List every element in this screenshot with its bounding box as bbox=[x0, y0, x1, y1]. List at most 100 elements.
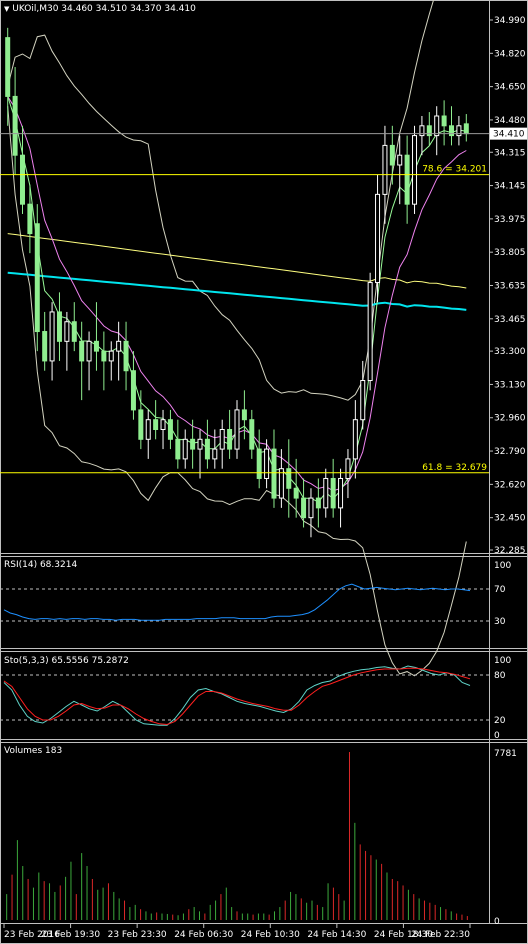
candle-body bbox=[71, 321, 77, 342]
price-tick-label: 34.650 bbox=[494, 83, 526, 93]
candle-body bbox=[323, 477, 329, 509]
price-tick-label: 33.300 bbox=[494, 347, 526, 357]
candle-body bbox=[86, 340, 92, 362]
candle-body bbox=[49, 311, 55, 362]
time-tick-label: 23 Feb 19:30 bbox=[41, 930, 100, 940]
candle-body bbox=[167, 419, 173, 440]
price-tick-label: 32.620 bbox=[494, 480, 526, 490]
price-panel: 78.6 = 34.201 61.8 = 32.679 bbox=[0, 0, 489, 677]
time-tick-label: 24 Feb 06:30 bbox=[174, 930, 233, 940]
candle-body bbox=[271, 448, 277, 499]
symbol-ohlc-label: UKOil,M30 34.460 34.510 34.370 34.410 bbox=[12, 4, 196, 14]
current-price-box bbox=[490, 127, 527, 140]
time-tick-label: 23 Feb 23:30 bbox=[108, 930, 167, 940]
fibonacci-level-label: 78.6 = 34.201 bbox=[422, 165, 487, 175]
candle-body bbox=[212, 448, 218, 460]
candle-body bbox=[101, 350, 107, 362]
candle-body bbox=[108, 350, 114, 362]
candle-body bbox=[360, 380, 366, 421]
axes: 34.990 34.820 34.650 34.480 34.315 34.145 33.9… bbox=[3, 16, 527, 940]
candle-body bbox=[367, 282, 373, 382]
candle-body bbox=[434, 115, 440, 137]
candle-body bbox=[175, 438, 181, 460]
moving-average-yellow bbox=[7, 233, 467, 289]
stochastic-tick-label: 80 bbox=[494, 671, 506, 681]
price-tick-label: 34.480 bbox=[494, 116, 526, 126]
current-price-label: 34.410 bbox=[493, 130, 525, 140]
bollinger-upper-band bbox=[7, 0, 435, 401]
candle-body bbox=[116, 340, 122, 352]
candle-body bbox=[19, 154, 25, 205]
time-tick-label: 24 Feb 22:30 bbox=[411, 930, 470, 940]
candle-body bbox=[56, 311, 62, 342]
candle-body bbox=[145, 419, 151, 440]
candle-body bbox=[12, 95, 18, 156]
candle-body bbox=[330, 477, 336, 509]
stochastic-tick-label: 100 bbox=[494, 656, 511, 666]
candle-body bbox=[456, 125, 462, 137]
stochastic-tick-label: 20 bbox=[494, 716, 506, 726]
candle-body bbox=[34, 223, 40, 333]
candle-body bbox=[123, 340, 129, 372]
candle-body bbox=[249, 419, 255, 450]
price-tick-label: 34.990 bbox=[494, 16, 526, 26]
volumes-panel bbox=[6, 752, 468, 920]
volume-tick-label: 0 bbox=[494, 917, 500, 927]
stochastic-panel bbox=[0, 665, 489, 726]
stochastic-main-line bbox=[3, 665, 471, 726]
time-tick-label: 23 Feb 2016 bbox=[4, 930, 60, 940]
candle-body bbox=[449, 125, 455, 137]
candle-body bbox=[138, 409, 144, 440]
rsi-panel bbox=[0, 583, 489, 622]
candle-body bbox=[278, 468, 284, 499]
candle-body bbox=[190, 438, 196, 450]
candle-body bbox=[315, 497, 321, 509]
volume-tick-label: 7781 bbox=[494, 749, 517, 759]
time-tick-label: 24 Feb 14:30 bbox=[307, 930, 366, 940]
candle-body bbox=[382, 144, 388, 195]
candle-body bbox=[27, 203, 33, 235]
candle-body bbox=[93, 340, 99, 352]
candle-body bbox=[204, 438, 210, 460]
moving-average-cyan bbox=[7, 271, 467, 311]
candle-body bbox=[130, 370, 136, 411]
candle-body bbox=[345, 458, 351, 479]
rsi-line bbox=[3, 583, 471, 621]
time-tick-label: 24 Feb 18:30 bbox=[374, 930, 433, 940]
candle-body bbox=[308, 497, 314, 519]
candle-body bbox=[441, 115, 447, 127]
candle-body bbox=[42, 331, 48, 362]
candle-body bbox=[160, 419, 166, 431]
price-tick-label: 33.805 bbox=[494, 248, 526, 258]
candle-body bbox=[234, 409, 240, 450]
stochastic-tick-label: 0 bbox=[494, 731, 500, 741]
candle-body bbox=[241, 409, 247, 421]
candle-body bbox=[264, 448, 270, 479]
volumes-title: Volumes 183 bbox=[4, 746, 63, 756]
stochastic-signal-line bbox=[3, 667, 471, 726]
price-tick-label: 33.975 bbox=[494, 215, 526, 225]
price-tick-label: 32.285 bbox=[494, 546, 526, 556]
price-tick-label: 32.790 bbox=[494, 447, 526, 457]
rsi-title: RSI(14) 68.3214 bbox=[4, 560, 78, 570]
candle-body bbox=[286, 468, 292, 489]
candle-body bbox=[153, 419, 159, 431]
fibonacci-level-label: 61.8 = 32.679 bbox=[422, 463, 487, 473]
bollinger-lower-band bbox=[7, 106, 467, 677]
candle-body bbox=[219, 429, 225, 450]
price-tick-label: 32.450 bbox=[494, 514, 526, 524]
candle-body bbox=[419, 125, 425, 137]
candle-body bbox=[338, 477, 344, 509]
candle-body bbox=[301, 497, 307, 519]
candle-body bbox=[5, 37, 11, 97]
price-tick-label: 34.315 bbox=[494, 148, 526, 158]
candle-body bbox=[412, 135, 418, 205]
candle-body bbox=[197, 438, 203, 450]
rsi-tick-label: 30 bbox=[494, 617, 506, 627]
candle-body bbox=[256, 448, 262, 479]
rsi-tick-label: 100 bbox=[494, 561, 511, 571]
candle-body bbox=[426, 125, 432, 137]
candle-body bbox=[182, 438, 188, 460]
